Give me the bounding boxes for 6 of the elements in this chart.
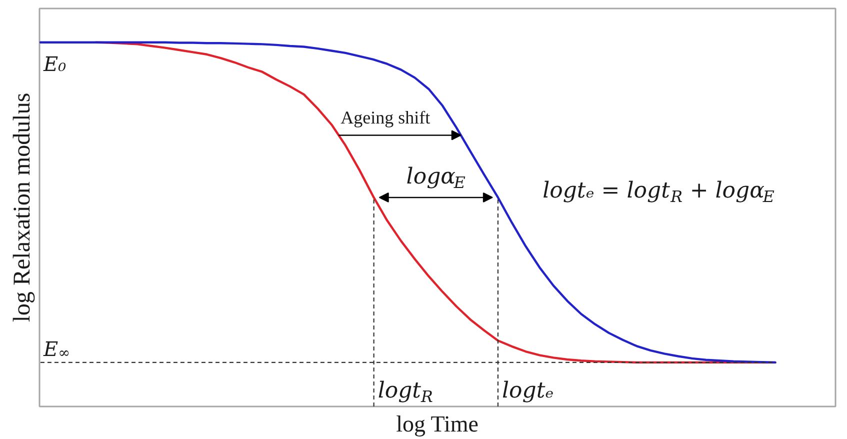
- annotation: E₀: [42, 52, 66, 76]
- ref-line-label: E∞: [42, 336, 70, 362]
- annotation: Ageing shift: [340, 108, 430, 128]
- annotation: logtₑ: [502, 378, 554, 404]
- y-axis-title: log Relaxation modulus: [10, 92, 36, 322]
- x-axis-title: log Time: [396, 412, 479, 436]
